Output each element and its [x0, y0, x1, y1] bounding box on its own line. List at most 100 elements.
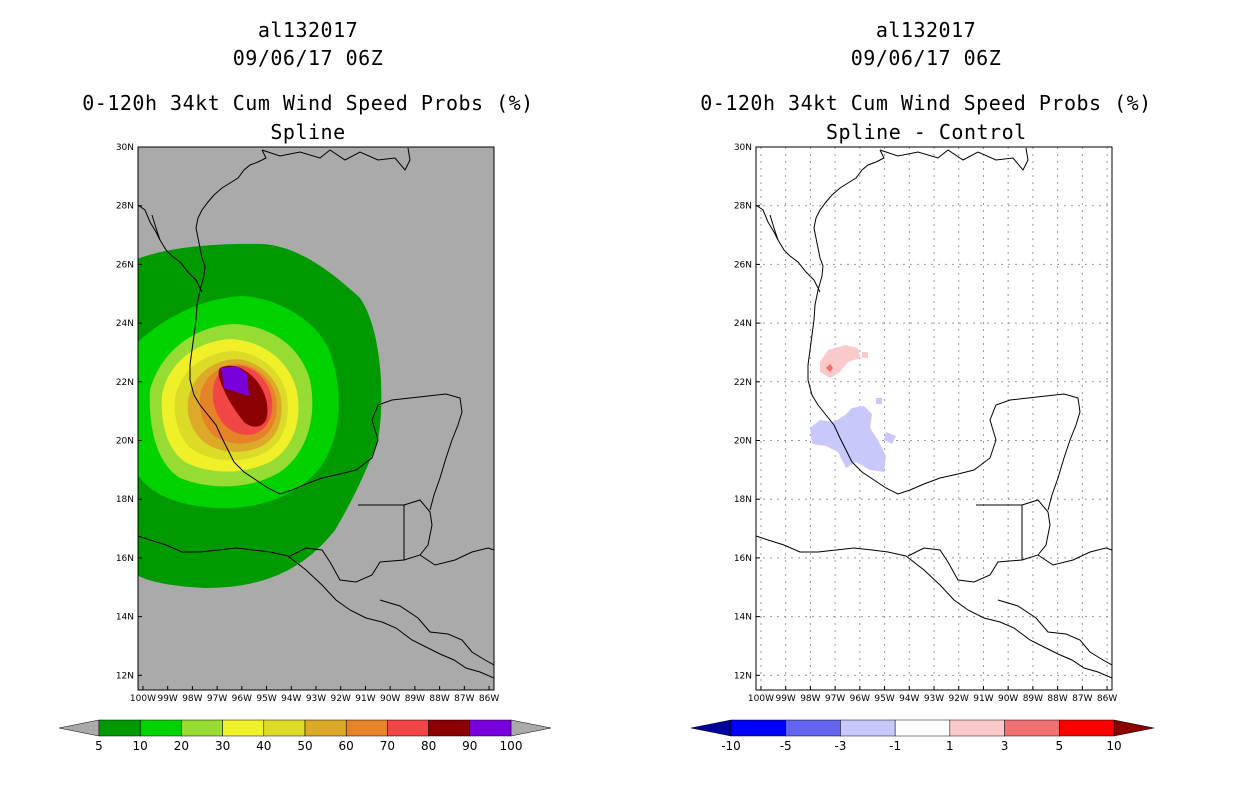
- colorbar-swatch: [345, 719, 388, 737]
- colorbar-label: 20: [174, 739, 189, 753]
- colorbar-high-end: [1113, 719, 1155, 737]
- colorbar-swatch: [840, 719, 896, 737]
- lat-label: 26N: [116, 260, 134, 270]
- colorbar-label: 5: [95, 739, 103, 753]
- lat-label: 14N: [734, 613, 752, 623]
- colorbar-label: 90: [462, 739, 477, 753]
- lon-label: 91W: [973, 694, 993, 704]
- lon-label: 92W: [949, 694, 969, 704]
- lon-label: 93W: [924, 694, 944, 704]
- lat-label: 28N: [734, 202, 752, 212]
- lon-label: 96W: [850, 694, 870, 704]
- lat-label: 16N: [734, 554, 752, 564]
- central-america-borders: [997, 599, 1112, 666]
- lat-label: 20N: [116, 437, 134, 447]
- lat-label: 20N: [734, 437, 752, 447]
- colorbar-label: -5: [780, 739, 792, 753]
- lat-label: 16N: [116, 554, 134, 564]
- colorbar-label: 1: [946, 739, 954, 753]
- colorbar-label: 60: [339, 739, 354, 753]
- lat-label: 30N: [116, 143, 134, 153]
- left-map-panel: [137, 146, 495, 691]
- right-difference-field: [810, 345, 896, 472]
- lon-label: 87W: [1072, 694, 1092, 704]
- prob-contour-90: [221, 366, 249, 396]
- us-mexico-border: [756, 204, 821, 293]
- colorbar-swatch: [1059, 719, 1115, 737]
- lon-label: 87W: [454, 694, 474, 704]
- right-product-title: 0-120h 34kt Cum Wind Speed Probs (%): [700, 91, 1152, 115]
- colorbar-label: -1: [889, 739, 901, 753]
- colorbar-swatch: [139, 719, 182, 737]
- lon-label: 100W: [748, 694, 774, 704]
- lat-label: 28N: [116, 202, 134, 212]
- lat-label: 22N: [116, 378, 134, 388]
- colorbar-swatch: [469, 719, 512, 737]
- lon-label: 92W: [331, 694, 351, 704]
- left-storm-id: al132017: [257, 18, 359, 42]
- right-map-background: [756, 147, 1112, 690]
- colorbar-label: 3: [1001, 739, 1009, 753]
- diff-positive-3-5: [826, 364, 833, 372]
- lon-label: 95W: [256, 694, 276, 704]
- guatemala-border: [907, 504, 1023, 583]
- lat-label: 18N: [116, 495, 134, 505]
- lon-label: 95W: [874, 694, 894, 704]
- colorbar-swatch: [730, 719, 786, 737]
- lat-label: 12N: [734, 671, 752, 681]
- lon-label: 88W: [429, 694, 449, 704]
- lon-label: 97W: [825, 694, 845, 704]
- lon-label: 89W: [405, 694, 425, 704]
- texas-inland-shore: [769, 214, 779, 241]
- mexico-pacific-coast: [756, 535, 1112, 679]
- colorbar-swatch: [222, 719, 265, 737]
- colorbar-swatch: [894, 719, 951, 737]
- colorbar-swatch: [785, 719, 841, 737]
- lat-label: 30N: [734, 143, 752, 153]
- texas-inland-shore: [151, 214, 161, 241]
- diff-negative-1-3: [810, 406, 886, 472]
- lat-label: 12N: [116, 671, 134, 681]
- lon-label: 90W: [998, 694, 1018, 704]
- lon-label: 96W: [232, 694, 252, 704]
- colorbar-swatch: [428, 719, 471, 737]
- mexico-gulf-coast: [807, 275, 997, 495]
- colorbar-label: 5: [1055, 739, 1063, 753]
- colorbar-swatch: [387, 719, 429, 737]
- us-gulf-coast: [813, 149, 885, 277]
- colorbar-label: -3: [834, 739, 846, 753]
- left-colorbar: 5 10 20 30 40 50 60 70 80 90 100: [58, 719, 552, 753]
- lon-label: 90W: [380, 694, 400, 704]
- right-storm-id: al132017: [875, 18, 977, 42]
- lon-label: 98W: [182, 694, 202, 704]
- left-probability-field: [138, 243, 382, 588]
- right-datetime: 09/06/17 06Z: [850, 46, 1002, 70]
- diff-negative-small: [884, 432, 896, 444]
- honduras-border: [1037, 547, 1112, 566]
- left-subtitle: Spline: [270, 120, 346, 144]
- left-datetime: 09/06/17 06Z: [232, 46, 384, 70]
- right-colorbar: -10 -5 -3 -1 1 3 5 10: [690, 719, 1155, 753]
- lon-label: 86W: [479, 694, 499, 704]
- lat-label: 24N: [116, 319, 134, 329]
- colorbar-high-end: [510, 719, 552, 737]
- lon-label: 94W: [899, 694, 919, 704]
- colorbar-label: 40: [256, 739, 271, 753]
- lat-label: 22N: [734, 378, 752, 388]
- lat-label: 24N: [734, 319, 752, 329]
- right-map-panel: [755, 146, 1113, 691]
- colorbar-label: 70: [380, 739, 395, 753]
- us-gulf-coast: [195, 149, 267, 277]
- left-coastlines: [138, 147, 494, 679]
- yucatan-coast: [371, 393, 463, 511]
- colorbar-label: 10: [1106, 739, 1121, 753]
- right-subtitle: Spline - Control: [826, 120, 1027, 144]
- diff-negative-dot: [876, 398, 882, 404]
- left-product-title: 0-120h 34kt Cum Wind Speed Probs (%): [82, 91, 534, 115]
- colorbar-swatch: [181, 719, 223, 737]
- colorbar-label: 80: [421, 739, 436, 753]
- colorbar-low-end: [690, 719, 732, 737]
- colorbar-label: 10: [133, 739, 148, 753]
- lon-label: 98W: [800, 694, 820, 704]
